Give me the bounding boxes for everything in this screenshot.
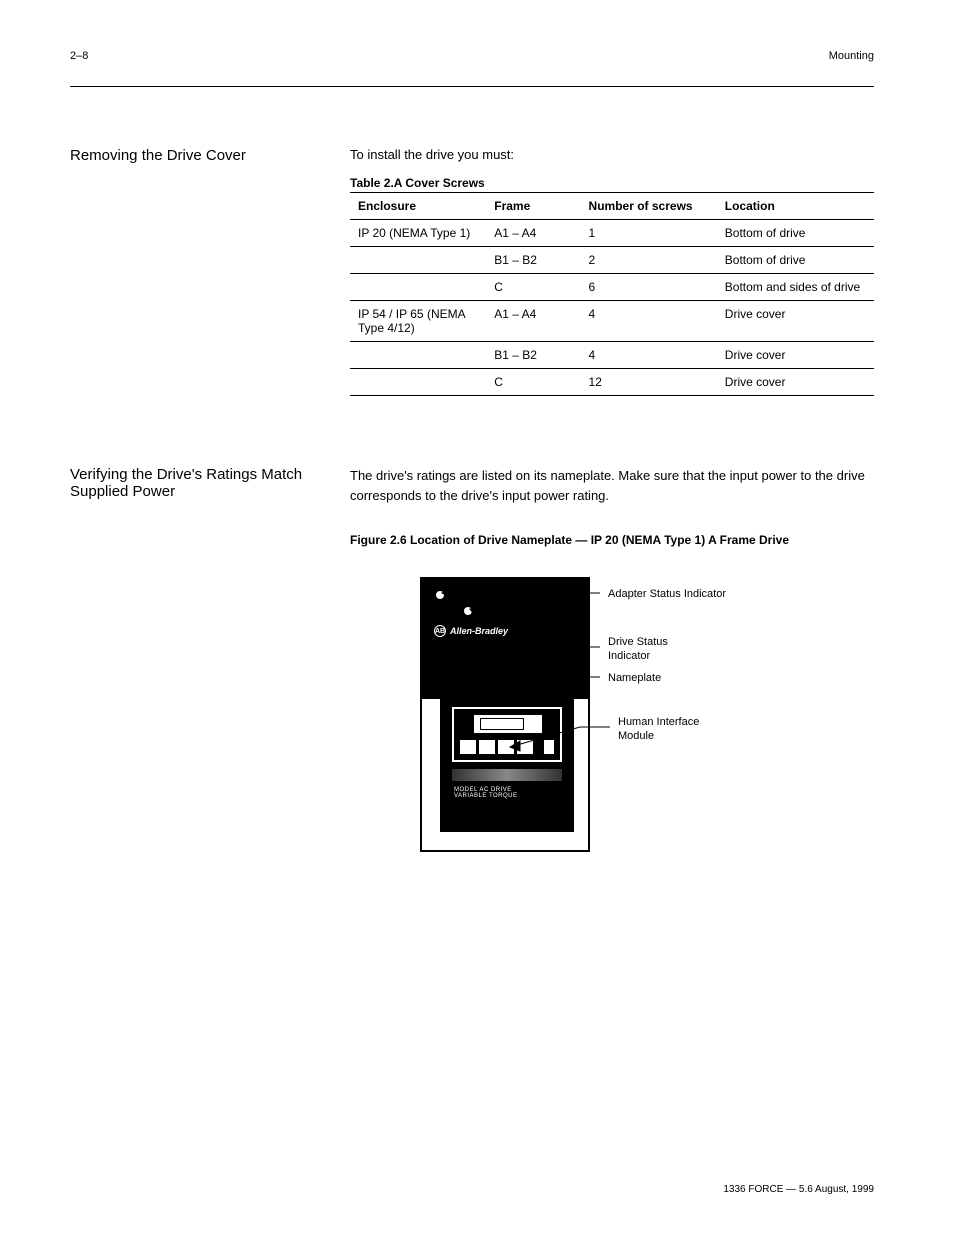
callout-him: Human Interface Module [618,715,699,744]
table-row: IP 20 (NEMA Type 1)A1 – A41Bottom of dri… [350,220,874,247]
callout-drive-status: Drive Status Indicator [608,635,668,664]
table-cell: Drive cover [717,369,874,396]
col-frame: Frame [486,193,580,220]
table-cell: IP 54 / IP 65 (NEMA Type 4/12) [350,301,486,342]
table-cell [350,369,486,396]
col-enclosure: Enclosure [350,193,486,220]
table-caption: Table 2.A Cover Screws [350,176,874,190]
table-cell: Bottom of drive [717,247,874,274]
section-removing-cover: Removing the Drive Cover To install the … [70,147,874,396]
col-screws: Number of screws [581,193,717,220]
table-cell: IP 20 (NEMA Type 1) [350,220,486,247]
table-cell: B1 – B2 [486,342,580,369]
table-cell: Drive cover [717,301,874,342]
table-cell: 1 [581,220,717,247]
table-row: B1 – B24Drive cover [350,342,874,369]
table-cell [350,274,486,301]
table-cell: Drive cover [717,342,874,369]
section-verify-ratings: Verifying the Drive's Ratings Match Supp… [70,466,874,877]
table-cell: 12 [581,369,717,396]
table-cell: 2 [581,247,717,274]
callout-drive-status-a: Drive Status [608,636,668,648]
footer-text: 1336 FORCE — 5.6 August, 1999 [723,1184,874,1195]
chapter-title: Mounting [829,50,874,62]
table-row: C6Bottom and sides of drive [350,274,874,301]
table-cell: 6 [581,274,717,301]
table-cell: Bottom and sides of drive [717,274,874,301]
col-location: Location [717,193,874,220]
table-row: IP 54 / IP 65 (NEMA Type 4/12)A1 – A44Dr… [350,301,874,342]
table-cell [350,247,486,274]
ratings-paragraph: The drive's ratings are listed on its na… [350,466,874,505]
table-caption-text: Table 2.A Cover Screws [350,176,485,190]
callout-drive-status-b: Indicator [608,650,650,662]
table-cell: Bottom of drive [717,220,874,247]
table-cell: A1 – A4 [486,220,580,247]
nameplate-diagram: AB Allen-Bradley [350,577,874,877]
callout-nameplate: Nameplate [608,671,661,685]
callout-him-b: Module [618,730,654,742]
intro-text: To install the drive you must: [350,147,874,162]
table-row: C12Drive cover [350,369,874,396]
callout-him-a: Human Interface [618,716,699,728]
cover-screws-table: Enclosure Frame Number of screws Locatio… [350,192,874,396]
section-heading: Removing the Drive Cover [70,147,310,164]
page-header: 2–8 Mounting [70,50,874,66]
leader-lines [350,577,850,877]
section-heading-2: Verifying the Drive's Ratings Match Supp… [70,466,310,500]
table-cell: 4 [581,301,717,342]
section-content: To install the drive you must: Table 2.A… [350,147,874,396]
header-rule [70,86,874,87]
figure-caption: Figure 2.6 Location of Drive Nameplate —… [350,533,874,547]
table-cell: C [486,274,580,301]
table-cell: C [486,369,580,396]
table-row: B1 – B22Bottom of drive [350,247,874,274]
table-cell: B1 – B2 [486,247,580,274]
page-number: 2–8 [70,50,88,62]
table-cell: A1 – A4 [486,301,580,342]
section-content-2: The drive's ratings are listed on its na… [350,466,874,877]
table-cell [350,342,486,369]
callout-adapter-status: Adapter Status Indicator [608,587,726,601]
table-cell: 4 [581,342,717,369]
